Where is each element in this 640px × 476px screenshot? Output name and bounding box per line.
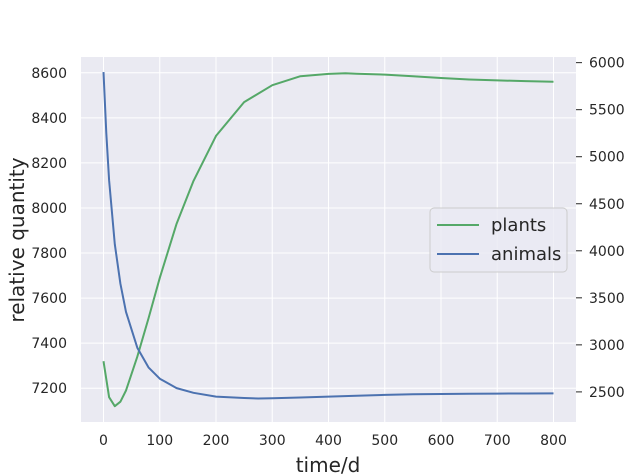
left-y-tick-label: 7200	[31, 381, 67, 397]
right-y-tick-label: 3500	[589, 291, 625, 307]
gridlines	[81, 57, 576, 422]
x-tick-labels: 0 100 200 300 400 500 600 700 800	[99, 433, 567, 449]
left-y-tick-label: 8600	[31, 66, 67, 82]
x-tick-label: 0	[99, 433, 108, 449]
y-axis-label: relative quantity	[5, 157, 29, 322]
x-tick-label: 400	[315, 433, 342, 449]
left-y-tick-label: 7800	[31, 246, 67, 262]
series-line-animals	[102, 72, 554, 400]
x-tick-label: 800	[540, 433, 567, 449]
legend-label-plants: plants	[491, 215, 546, 236]
right-y-tick-label: 4000	[589, 244, 625, 260]
x-axis-label: time/d	[296, 453, 361, 476]
series-lines	[102, 72, 554, 408]
right-y-tick-label: 2500	[589, 385, 625, 401]
legend: plants animals	[429, 207, 568, 273]
x-tick-label: 300	[259, 433, 286, 449]
right-y-tick-label: 4500	[589, 197, 625, 213]
right-y-tick-labels: 2500 3000 3500 4000 4500 5000 5500 6000	[589, 56, 625, 401]
x-tick-label: 100	[146, 433, 173, 449]
right-y-tick-label: 6000	[589, 56, 625, 72]
left-y-tick-label: 8200	[31, 156, 67, 172]
right-y-tick-label: 5500	[589, 103, 625, 119]
left-y-tick-label: 7600	[31, 291, 67, 307]
legend-label-animals: animals	[491, 244, 561, 265]
right-y-tick-label: 3000	[589, 338, 625, 354]
left-y-tick-label: 7400	[31, 336, 67, 352]
left-y-tick-label: 8000	[31, 201, 67, 217]
right-y-tick-label: 5000	[589, 150, 625, 166]
x-tick-label: 200	[203, 433, 230, 449]
x-tick-label: 700	[484, 433, 511, 449]
x-tick-label: 500	[371, 433, 398, 449]
x-tick-label: 600	[428, 433, 455, 449]
left-y-tick-labels: 7200 7400 7600 7800 8000 8200 8400 8600	[31, 66, 67, 397]
series-line-plants	[102, 72, 554, 408]
right-y-tick-marks	[576, 62, 582, 393]
left-y-tick-label: 8400	[31, 111, 67, 127]
